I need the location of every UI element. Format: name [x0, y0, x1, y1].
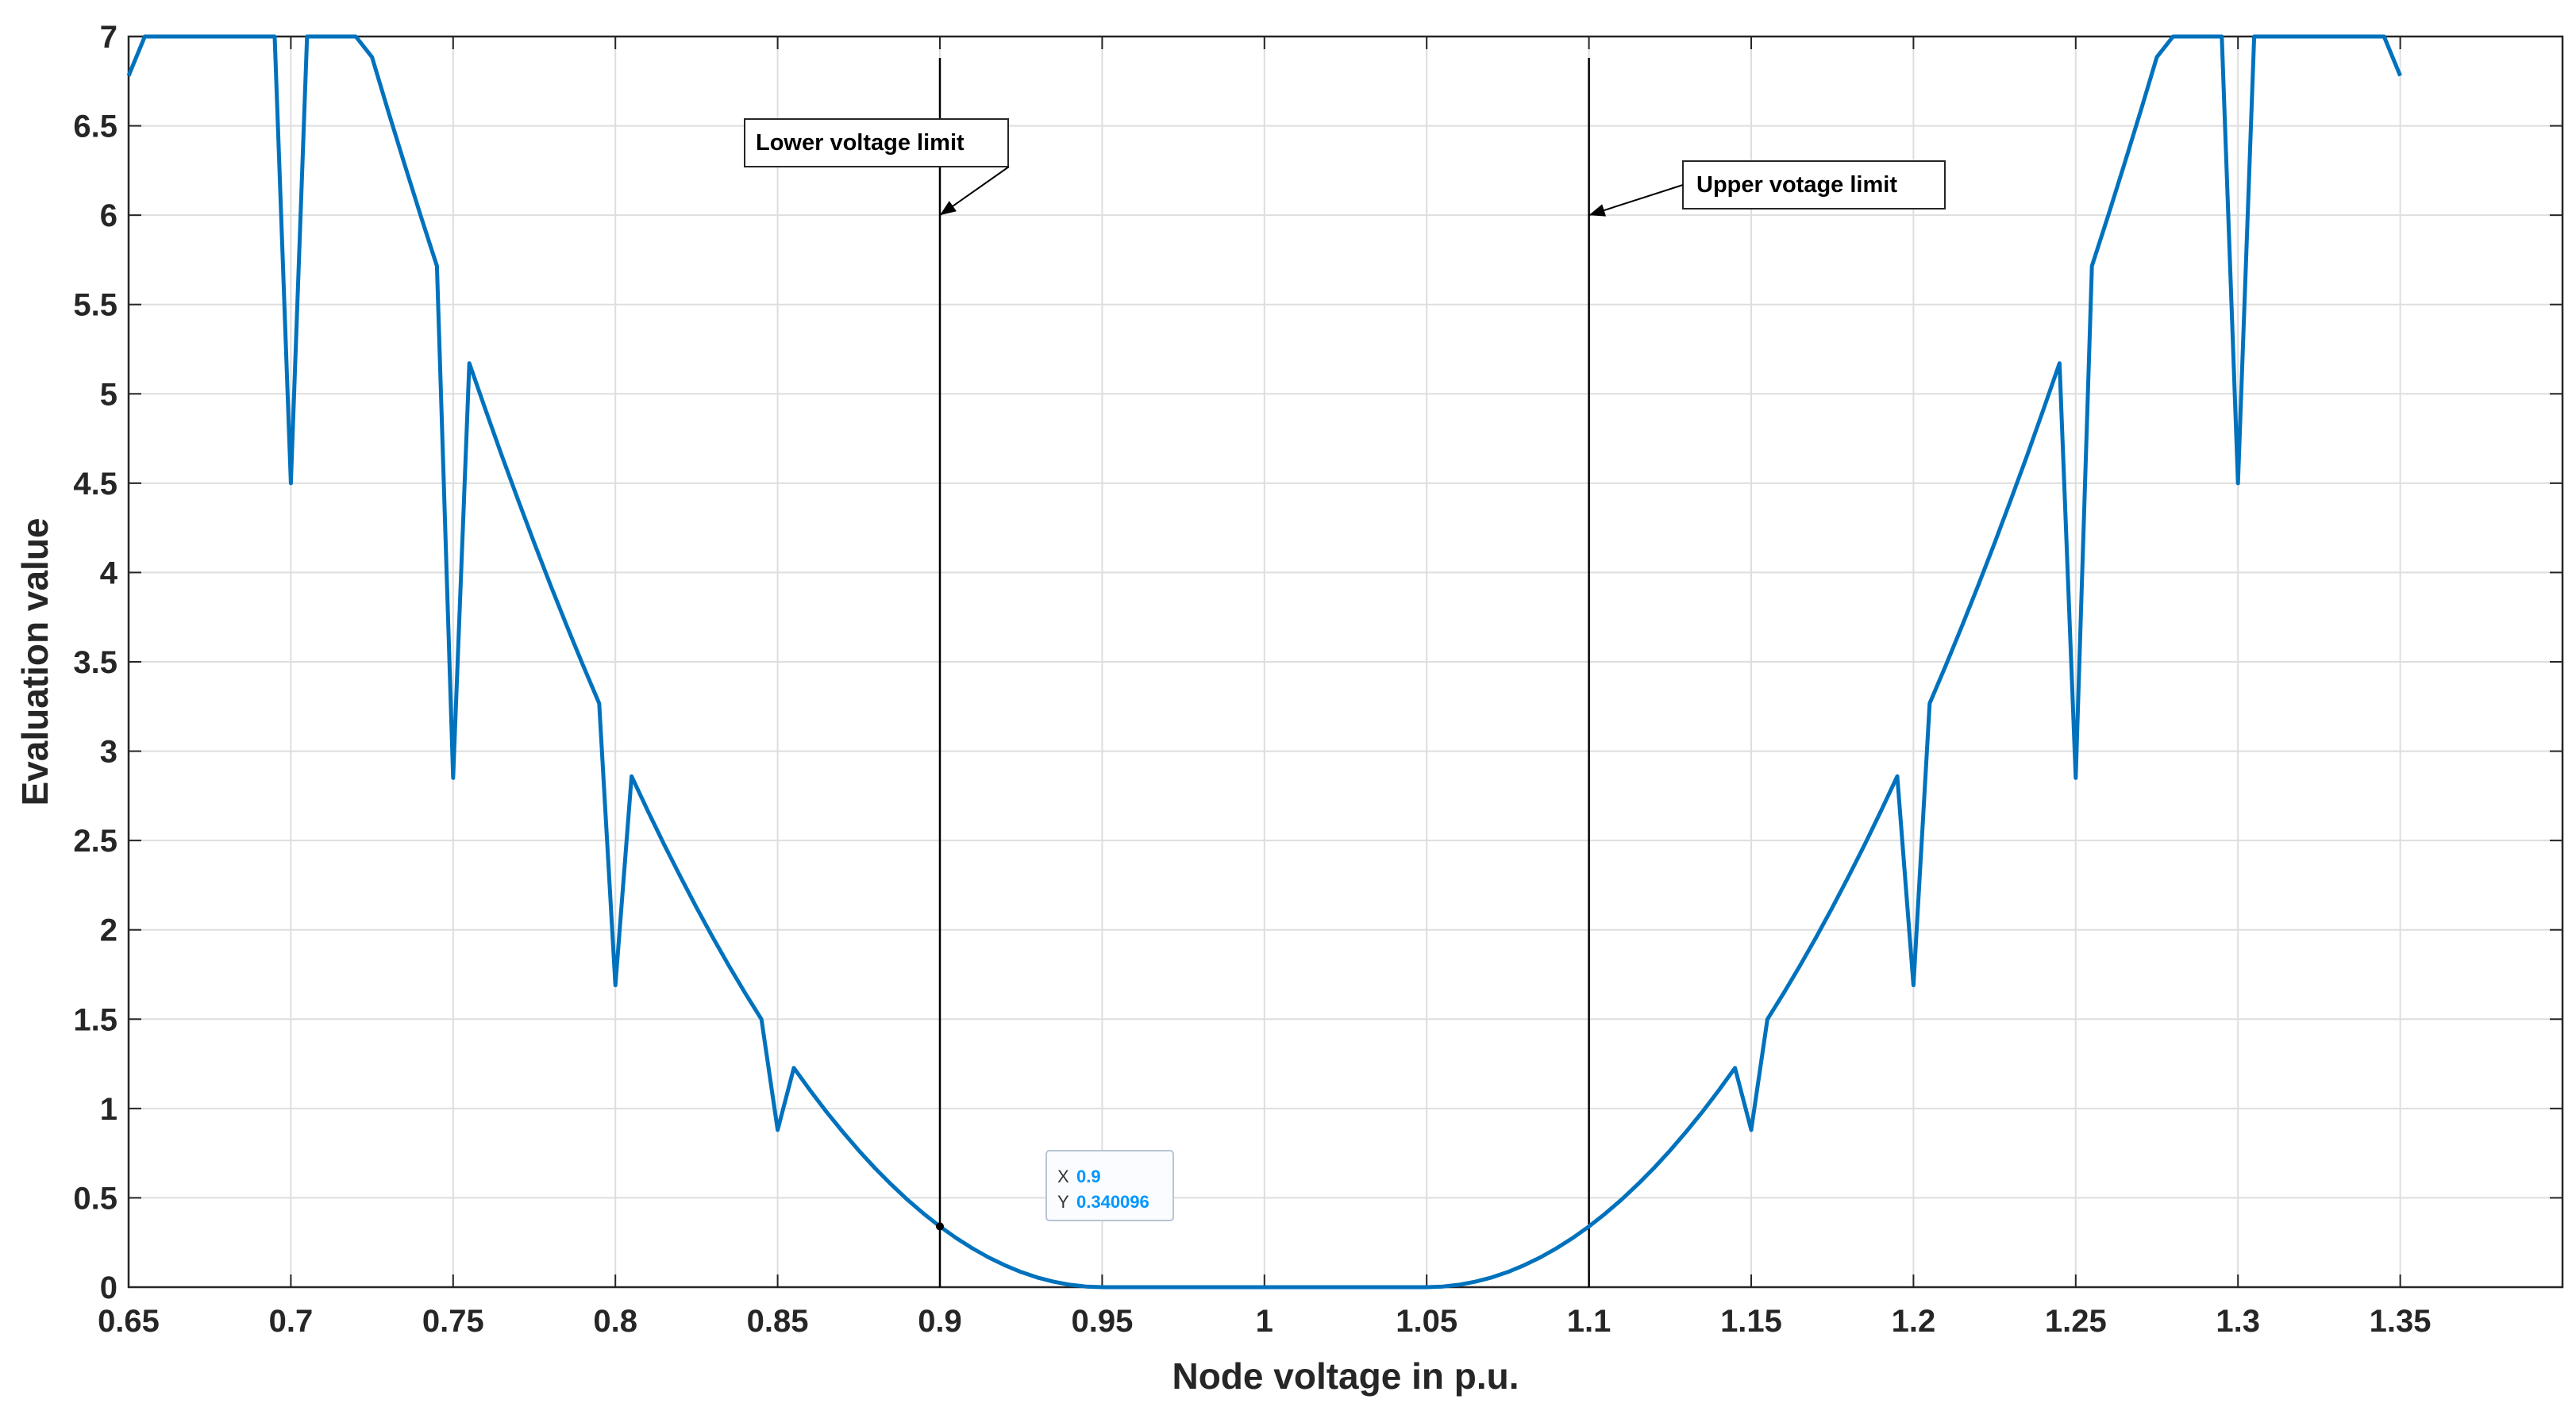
tick-labels: 0.65 0.7 0.75 0.8 0.85 0.9 0.95 1 1.05 1.1 1.15 1.2… — [73, 20, 2431, 1339]
y-tick-label: 5.5 — [73, 288, 117, 323]
x-tick-label: 0.65 — [98, 1304, 160, 1339]
annotation-box — [1682, 160, 1946, 210]
y-tick-label: 1 — [100, 1092, 117, 1127]
x-tick-label: 1.05 — [1396, 1304, 1457, 1339]
y-tick-label: 7 — [100, 20, 117, 55]
annotation-text: Upper votage limit — [1696, 172, 1897, 198]
x-tick-label: 0.8 — [593, 1304, 637, 1339]
y-tick-label: 3.5 — [73, 645, 117, 680]
annotation: Lower voltage limit — [744, 118, 1010, 216]
datatip-x-value: 0.9 — [1076, 1167, 1101, 1186]
datatip-box — [1045, 1150, 1174, 1221]
y-tick-label: 4.5 — [73, 467, 117, 502]
y-tick-label: 3 — [100, 735, 117, 770]
y-tick-label: 1.5 — [73, 1002, 117, 1037]
y-tick-label: 0.5 — [73, 1181, 117, 1216]
datatip-x-label: X — [1057, 1167, 1069, 1186]
x-tick-label: 0.7 — [269, 1304, 314, 1339]
y-tick-label: 6 — [100, 198, 117, 233]
x-tick-label: 0.95 — [1071, 1304, 1133, 1339]
x-tick-label: 0.75 — [422, 1304, 484, 1339]
y-tick-label: 2 — [100, 913, 117, 948]
annotation: Upper votage limit — [1588, 160, 1946, 217]
limit-lines — [938, 58, 1590, 1287]
datatip-marker — [936, 1222, 944, 1231]
y-tick-label: 5 — [100, 377, 117, 412]
y-tick-label: 6.5 — [73, 110, 117, 144]
annotation-text: Lower voltage limit — [756, 130, 965, 156]
datatip[interactable]: X 0.9 Y 0.340096 — [936, 1150, 1174, 1231]
y-tick-label: 0 — [100, 1271, 117, 1305]
arrowhead-icon — [940, 201, 957, 216]
x-tick-label: 0.85 — [747, 1304, 809, 1339]
x-tick-label: 1.3 — [2216, 1304, 2260, 1339]
x-tick-label: 1.35 — [2370, 1304, 2432, 1339]
y-axis-title: Evaluation value — [14, 517, 56, 805]
annotations: Lower voltage limit Upper votage limit — [744, 118, 1946, 217]
x-tick-label: 1.2 — [1892, 1304, 1936, 1339]
y-tick-label: 2.5 — [73, 824, 117, 859]
annotation-box — [744, 118, 1009, 167]
datatip-y-label: Y — [1057, 1192, 1069, 1212]
x-tick-label: 1.1 — [1567, 1304, 1611, 1339]
x-tick-label: 1.15 — [1720, 1304, 1782, 1339]
annotation-arrow — [1588, 184, 1684, 217]
y-tick-label: 4 — [100, 555, 118, 590]
datatip-y-value: 0.340096 — [1076, 1192, 1149, 1212]
x-tick-label: 1.25 — [2045, 1304, 2107, 1339]
arrowhead-icon — [1588, 204, 1607, 217]
x-axis-title: Node voltage in p.u. — [1172, 1355, 1519, 1397]
x-tick-label: 0.9 — [918, 1304, 962, 1339]
x-tick-label: 1 — [1256, 1304, 1273, 1339]
